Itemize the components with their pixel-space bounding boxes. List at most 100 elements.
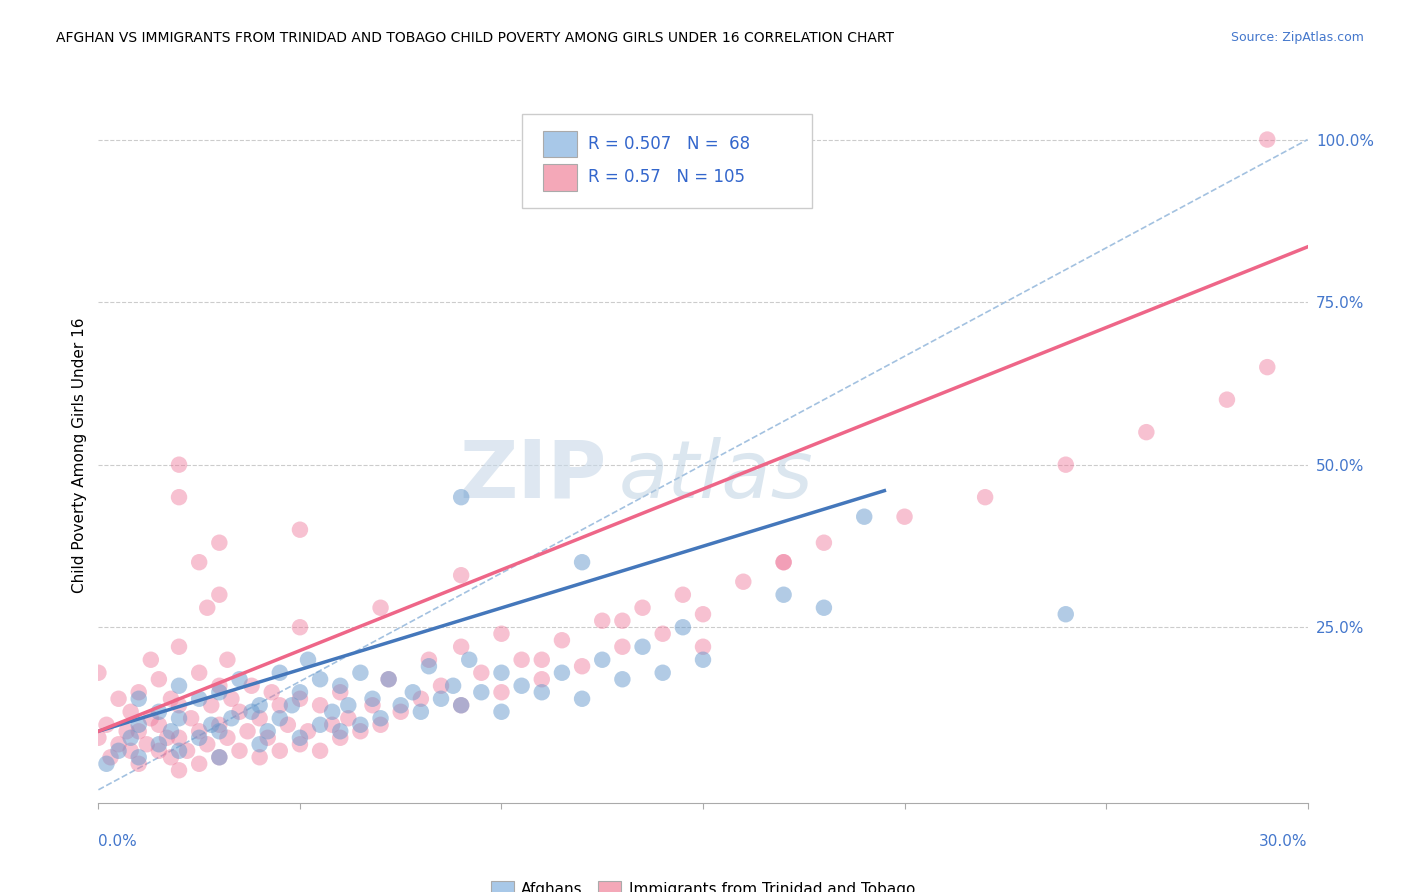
Point: [128, 750, 150, 764]
Point: [269, 711, 291, 725]
Point: [160, 750, 183, 764]
Point: [470, 685, 492, 699]
Point: [430, 691, 453, 706]
Point: [128, 685, 150, 699]
Point: [370, 718, 392, 732]
Point: [450, 698, 472, 713]
Point: [530, 672, 553, 686]
Point: [288, 737, 311, 751]
Point: [893, 509, 915, 524]
Point: [491, 705, 513, 719]
Point: [200, 718, 222, 732]
Point: [120, 744, 142, 758]
Point: [458, 653, 481, 667]
Point: [651, 665, 673, 680]
Point: [188, 555, 211, 569]
Point: [651, 626, 673, 640]
Point: [208, 750, 231, 764]
Point: [377, 672, 399, 686]
Y-axis label: Child Poverty Among Girls Under 16: Child Poverty Among Girls Under 16: [72, 318, 87, 592]
Text: 30.0%: 30.0%: [1260, 834, 1308, 849]
Point: [249, 698, 271, 713]
Point: [221, 691, 243, 706]
Point: [288, 620, 311, 634]
Point: [450, 640, 472, 654]
Point: [450, 568, 472, 582]
Point: [321, 705, 343, 719]
Point: [672, 620, 695, 634]
Point: [208, 535, 231, 549]
Point: [377, 672, 399, 686]
Point: [208, 750, 231, 764]
Point: [167, 764, 190, 778]
Point: [470, 665, 492, 680]
Point: [337, 711, 360, 725]
Point: [188, 756, 211, 771]
Point: [692, 653, 714, 667]
Point: [249, 711, 271, 725]
Point: [228, 744, 250, 758]
Point: [96, 718, 118, 732]
Point: [1135, 425, 1157, 439]
Point: [813, 535, 835, 549]
Text: ZIP: ZIP: [458, 437, 606, 515]
Point: [450, 490, 472, 504]
Point: [180, 711, 202, 725]
FancyBboxPatch shape: [543, 164, 578, 191]
Point: [200, 698, 222, 713]
Point: [329, 724, 352, 739]
Point: [337, 698, 360, 713]
Point: [297, 653, 319, 667]
Point: [236, 724, 259, 739]
Text: R = 0.57   N = 105: R = 0.57 N = 105: [588, 169, 745, 186]
Point: [167, 698, 190, 713]
Point: [167, 458, 190, 472]
Point: [107, 744, 129, 758]
Point: [349, 724, 371, 739]
Point: [772, 555, 794, 569]
Point: [1256, 360, 1278, 375]
Point: [631, 600, 654, 615]
Point: [167, 744, 190, 758]
Point: [139, 653, 162, 667]
Point: [107, 691, 129, 706]
Point: [195, 737, 218, 751]
Point: [167, 731, 190, 745]
Point: [167, 679, 190, 693]
Point: [228, 705, 250, 719]
Text: 0.0%: 0.0%: [98, 834, 138, 849]
Point: [228, 672, 250, 686]
Point: [156, 731, 179, 745]
Point: [450, 698, 472, 713]
Point: [100, 750, 122, 764]
FancyBboxPatch shape: [543, 131, 578, 157]
Point: [195, 600, 218, 615]
Point: [148, 672, 170, 686]
Point: [551, 633, 574, 648]
Point: [491, 685, 513, 699]
Point: [309, 672, 332, 686]
Text: AFGHAN VS IMMIGRANTS FROM TRINIDAD AND TOBAGO CHILD POVERTY AMONG GIRLS UNDER 16: AFGHAN VS IMMIGRANTS FROM TRINIDAD AND T…: [56, 31, 894, 45]
Point: [349, 665, 371, 680]
Point: [612, 672, 634, 686]
Point: [288, 523, 311, 537]
Point: [288, 731, 311, 745]
Point: [167, 490, 190, 504]
Point: [772, 588, 794, 602]
Point: [240, 679, 263, 693]
Point: [370, 600, 392, 615]
Point: [128, 718, 150, 732]
Point: [631, 640, 654, 654]
Point: [160, 724, 183, 739]
Point: [256, 731, 278, 745]
FancyBboxPatch shape: [522, 114, 811, 208]
Point: [692, 607, 714, 622]
Point: [402, 685, 425, 699]
Point: [167, 640, 190, 654]
Point: [148, 718, 170, 732]
Point: [288, 685, 311, 699]
Point: [208, 718, 231, 732]
Point: [329, 685, 352, 699]
Point: [135, 737, 157, 751]
Point: [530, 653, 553, 667]
